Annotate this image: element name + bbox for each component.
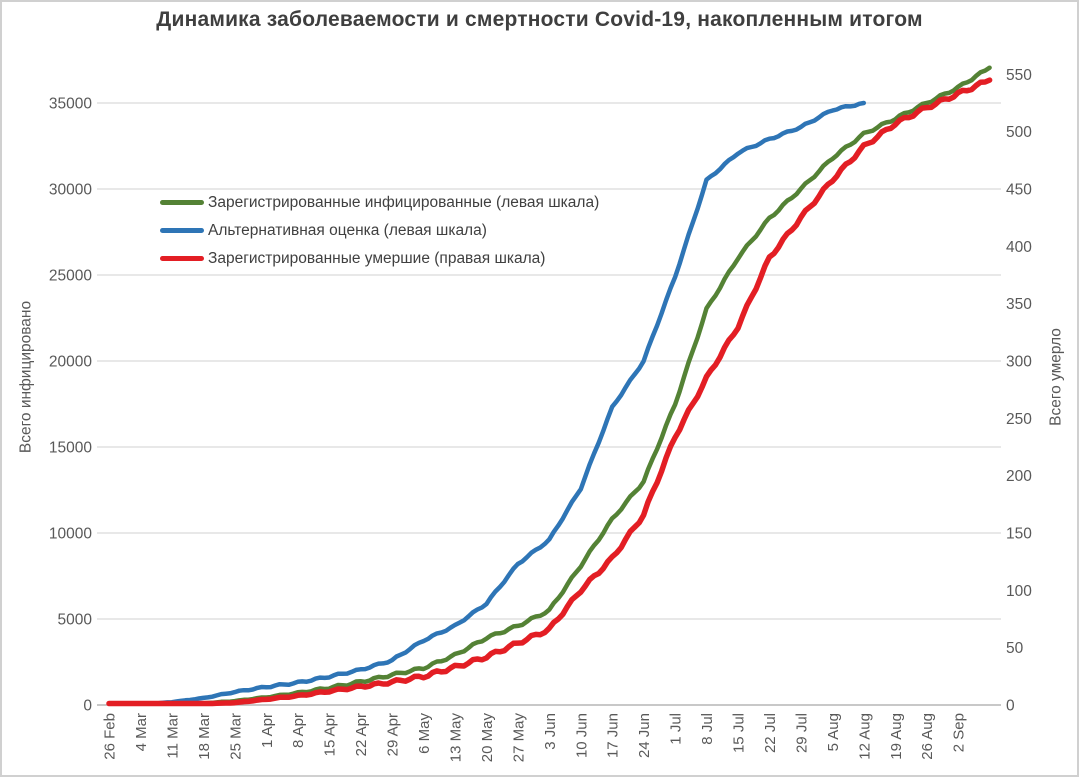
- x-tick-label: 15 Jul: [731, 713, 748, 753]
- x-tick-label: 19 Aug: [888, 713, 905, 760]
- legend-label: Альтернативная оценка (левая шкала): [208, 221, 487, 239]
- blue-series-line: [106, 100, 867, 706]
- x-tick-label: 2 Sep: [951, 713, 968, 752]
- legend-label: Зарегистрированные умершие (правая шкала…: [208, 249, 546, 267]
- y-left-tick-label: 0: [83, 698, 92, 715]
- x-tick-label: 25 Mar: [227, 713, 244, 760]
- x-tick-label: 10 Jun: [573, 713, 590, 758]
- x-tick-label: 1 Jul: [668, 713, 685, 745]
- x-tick-label: 4 Mar: [133, 713, 150, 751]
- y-left-tick-label: 10000: [49, 526, 92, 543]
- x-tick-label: 3 Jun: [542, 713, 559, 750]
- y-right-tick-label: 150: [1006, 526, 1032, 543]
- y-right-tick-label: 250: [1006, 411, 1032, 428]
- x-tick-label: 1 Apr: [259, 713, 276, 748]
- y-left-tick-label: 20000: [49, 354, 92, 371]
- x-tick-label: 6 May: [416, 713, 433, 754]
- x-tick-label: 24 Jun: [636, 713, 653, 758]
- y-right-tick-label: 550: [1006, 67, 1032, 84]
- legend-swatch-green-line: [160, 200, 204, 205]
- x-tick-label: 12 Aug: [856, 713, 873, 760]
- x-tick-label: 26 Feb: [102, 713, 119, 760]
- x-tick-label: 5 Aug: [825, 713, 842, 751]
- y-right-axis-title: Всего умерло: [1047, 328, 1065, 426]
- y-right-tick-label: 500: [1006, 124, 1032, 141]
- x-tick-label: 26 Aug: [919, 713, 936, 760]
- y-right-tick-label: 450: [1006, 182, 1032, 199]
- x-tick-label: 22 Apr: [353, 713, 370, 756]
- y-right-tick-label: 350: [1006, 296, 1032, 313]
- legend: Зарегистрированные инфицированные (левая…: [160, 192, 599, 269]
- legend-item-registered-infected: Зарегистрированные инфицированные (левая…: [160, 192, 599, 213]
- y-left-tick-label: 15000: [49, 440, 92, 457]
- y-left-tick-label: 5000: [58, 612, 93, 629]
- legend-item-alternative-estimate: Альтернативная оценка (левая шкала): [160, 220, 599, 241]
- y-right-tick-label: 300: [1006, 354, 1032, 371]
- x-tick-label: 29 Jul: [793, 713, 810, 753]
- x-tick-label: 20 May: [479, 713, 496, 763]
- legend-label: Зарегистрированные инфицированные (левая…: [208, 193, 600, 211]
- x-tick-label: 22 Jul: [762, 713, 779, 753]
- x-tick-label: 18 Mar: [196, 713, 213, 760]
- y-right-tick-label: 400: [1006, 239, 1032, 256]
- x-tick-label: 11 Mar: [164, 713, 181, 759]
- green-series-line: [106, 65, 992, 706]
- y-left-axis-title: Всего инфицировано: [17, 300, 35, 454]
- red-series-line: [106, 77, 993, 707]
- x-tick-label: 29 Apr: [385, 713, 402, 756]
- y-right-tick-label: 100: [1006, 583, 1032, 600]
- chart-title: Динамика заболеваемости и смертности Cov…: [156, 8, 923, 31]
- y-left-tick-label: 25000: [49, 268, 92, 285]
- legend-item-registered-deaths: Зарегистрированные умершие (правая шкала…: [160, 248, 599, 269]
- y-left-tick-label: 30000: [49, 182, 92, 199]
- legend-swatch-red-line: [160, 256, 204, 261]
- y-right-tick-label: 50: [1006, 640, 1024, 657]
- y-right-tick-label: 200: [1006, 468, 1032, 485]
- x-tick-label: 27 May: [510, 713, 527, 763]
- y-right-tick-label: 0: [1006, 698, 1015, 715]
- y-left-tick-label: 35000: [49, 96, 92, 113]
- x-tick-label: 8 Apr: [290, 713, 307, 748]
- x-tick-label: 13 May: [447, 713, 464, 763]
- x-tick-label: 8 Jul: [699, 713, 716, 745]
- legend-swatch-blue-line: [160, 228, 204, 233]
- x-tick-label: 17 Jun: [605, 713, 622, 758]
- x-tick-label: 15 Apr: [322, 713, 339, 756]
